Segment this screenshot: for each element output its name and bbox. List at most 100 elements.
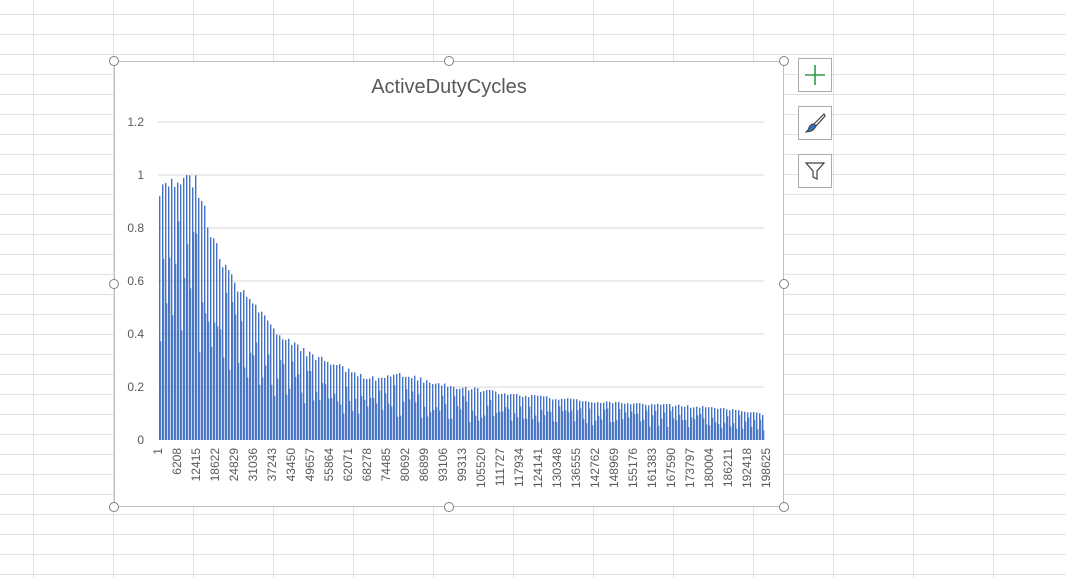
bar[interactable]: [282, 339, 284, 440]
bar[interactable]: [366, 379, 368, 440]
bar[interactable]: [256, 342, 258, 440]
bar[interactable]: [391, 406, 393, 440]
bar[interactable]: [672, 406, 674, 440]
bar[interactable]: [216, 243, 218, 440]
bar[interactable]: [589, 408, 591, 440]
bar[interactable]: [429, 382, 431, 440]
bar[interactable]: [538, 421, 540, 440]
bar[interactable]: [352, 410, 354, 440]
bar[interactable]: [415, 402, 417, 440]
bar[interactable]: [175, 263, 177, 440]
bar[interactable]: [327, 361, 329, 440]
bar[interactable]: [169, 257, 171, 440]
bar[interactable]: [604, 409, 606, 440]
resize-handle-bottom-left[interactable]: [109, 502, 119, 512]
bar[interactable]: [613, 422, 615, 440]
bar[interactable]: [739, 415, 741, 440]
bar[interactable]: [639, 403, 641, 440]
bar[interactable]: [348, 368, 350, 440]
bar[interactable]: [330, 364, 332, 440]
bar[interactable]: [601, 419, 603, 440]
bar[interactable]: [367, 406, 369, 440]
bar[interactable]: [600, 403, 602, 440]
bar[interactable]: [655, 410, 657, 440]
bar[interactable]: [237, 291, 239, 440]
bar[interactable]: [403, 401, 405, 440]
bar[interactable]: [412, 391, 414, 440]
chart-filters-button[interactable]: [798, 154, 832, 188]
bar[interactable]: [628, 417, 630, 440]
bar[interactable]: [525, 395, 527, 440]
bar[interactable]: [571, 410, 573, 440]
bar[interactable]: [328, 398, 330, 440]
bar[interactable]: [336, 365, 338, 440]
bar[interactable]: [498, 394, 500, 440]
bar[interactable]: [676, 420, 678, 440]
bar[interactable]: [346, 386, 348, 440]
bar[interactable]: [163, 258, 165, 440]
bar[interactable]: [606, 401, 608, 440]
bar[interactable]: [322, 383, 324, 440]
bar[interactable]: [760, 419, 762, 440]
bar[interactable]: [753, 412, 755, 440]
bar[interactable]: [535, 415, 537, 440]
bar[interactable]: [738, 410, 740, 440]
bar[interactable]: [379, 390, 381, 440]
bar[interactable]: [732, 409, 734, 440]
bar[interactable]: [649, 426, 651, 440]
bar[interactable]: [645, 404, 647, 440]
bar[interactable]: [241, 321, 243, 440]
bar[interactable]: [708, 407, 710, 440]
bar[interactable]: [532, 419, 534, 440]
bar[interactable]: [450, 386, 452, 440]
bar[interactable]: [615, 401, 617, 440]
bar[interactable]: [165, 182, 167, 440]
bar[interactable]: [502, 411, 504, 440]
bar[interactable]: [742, 428, 744, 440]
chart-elements-button[interactable]: [798, 58, 832, 92]
bar[interactable]: [303, 347, 305, 440]
bar[interactable]: [349, 400, 351, 440]
bar[interactable]: [667, 426, 669, 440]
bar[interactable]: [568, 412, 570, 440]
bar[interactable]: [190, 288, 192, 440]
bar[interactable]: [255, 304, 257, 440]
bar[interactable]: [318, 357, 320, 440]
bar[interactable]: [298, 374, 300, 440]
bar[interactable]: [540, 395, 542, 440]
bar[interactable]: [682, 420, 684, 440]
bar[interactable]: [744, 411, 746, 440]
bar[interactable]: [340, 404, 342, 440]
bar[interactable]: [213, 238, 215, 440]
bar[interactable]: [370, 397, 372, 440]
bar[interactable]: [733, 423, 735, 440]
bar[interactable]: [621, 403, 623, 440]
bar[interactable]: [736, 428, 738, 440]
bar[interactable]: [193, 231, 195, 440]
bar[interactable]: [289, 388, 291, 440]
resize-handle-top-left[interactable]: [109, 56, 119, 66]
bar[interactable]: [663, 404, 665, 440]
bar[interactable]: [427, 416, 429, 440]
bar[interactable]: [705, 407, 707, 440]
bar[interactable]: [280, 360, 282, 440]
bar[interactable]: [484, 415, 486, 440]
bar[interactable]: [462, 387, 464, 440]
bar[interactable]: [277, 378, 279, 440]
bar[interactable]: [246, 297, 248, 440]
bar[interactable]: [625, 412, 627, 440]
bar[interactable]: [400, 415, 402, 440]
bar[interactable]: [394, 385, 396, 440]
bar[interactable]: [582, 401, 584, 440]
bar[interactable]: [490, 399, 492, 440]
bar[interactable]: [456, 388, 458, 440]
bar[interactable]: [703, 418, 705, 440]
bar[interactable]: [514, 413, 516, 440]
bar[interactable]: [558, 399, 560, 440]
bar[interactable]: [199, 352, 201, 440]
bar[interactable]: [630, 404, 632, 440]
bar[interactable]: [162, 184, 164, 440]
bar[interactable]: [648, 405, 650, 440]
resize-handle-middle-left[interactable]: [109, 279, 119, 289]
bar[interactable]: [223, 357, 225, 440]
